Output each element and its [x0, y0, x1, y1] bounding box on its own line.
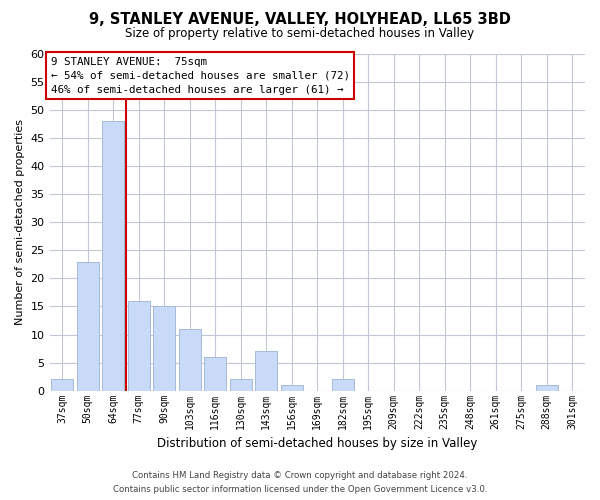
Text: 9, STANLEY AVENUE, VALLEY, HOLYHEAD, LL65 3BD: 9, STANLEY AVENUE, VALLEY, HOLYHEAD, LL6… [89, 12, 511, 28]
Bar [128, 301, 149, 390]
Bar [179, 329, 200, 390]
Bar [77, 262, 98, 390]
Bar [256, 352, 277, 391]
Text: Contains HM Land Registry data © Crown copyright and database right 2024.
Contai: Contains HM Land Registry data © Crown c… [113, 472, 487, 494]
Text: Size of property relative to semi-detached houses in Valley: Size of property relative to semi-detach… [125, 28, 475, 40]
Bar [205, 357, 226, 390]
Bar [281, 385, 302, 390]
Bar [103, 122, 124, 390]
Bar [230, 380, 251, 390]
X-axis label: Distribution of semi-detached houses by size in Valley: Distribution of semi-detached houses by … [157, 437, 478, 450]
Y-axis label: Number of semi-detached properties: Number of semi-detached properties [15, 120, 25, 326]
Text: 9 STANLEY AVENUE:  75sqm
← 54% of semi-detached houses are smaller (72)
46% of s: 9 STANLEY AVENUE: 75sqm ← 54% of semi-de… [51, 57, 350, 95]
Bar [536, 385, 557, 390]
Bar [52, 380, 73, 390]
Bar [332, 380, 353, 390]
Bar [154, 306, 175, 390]
